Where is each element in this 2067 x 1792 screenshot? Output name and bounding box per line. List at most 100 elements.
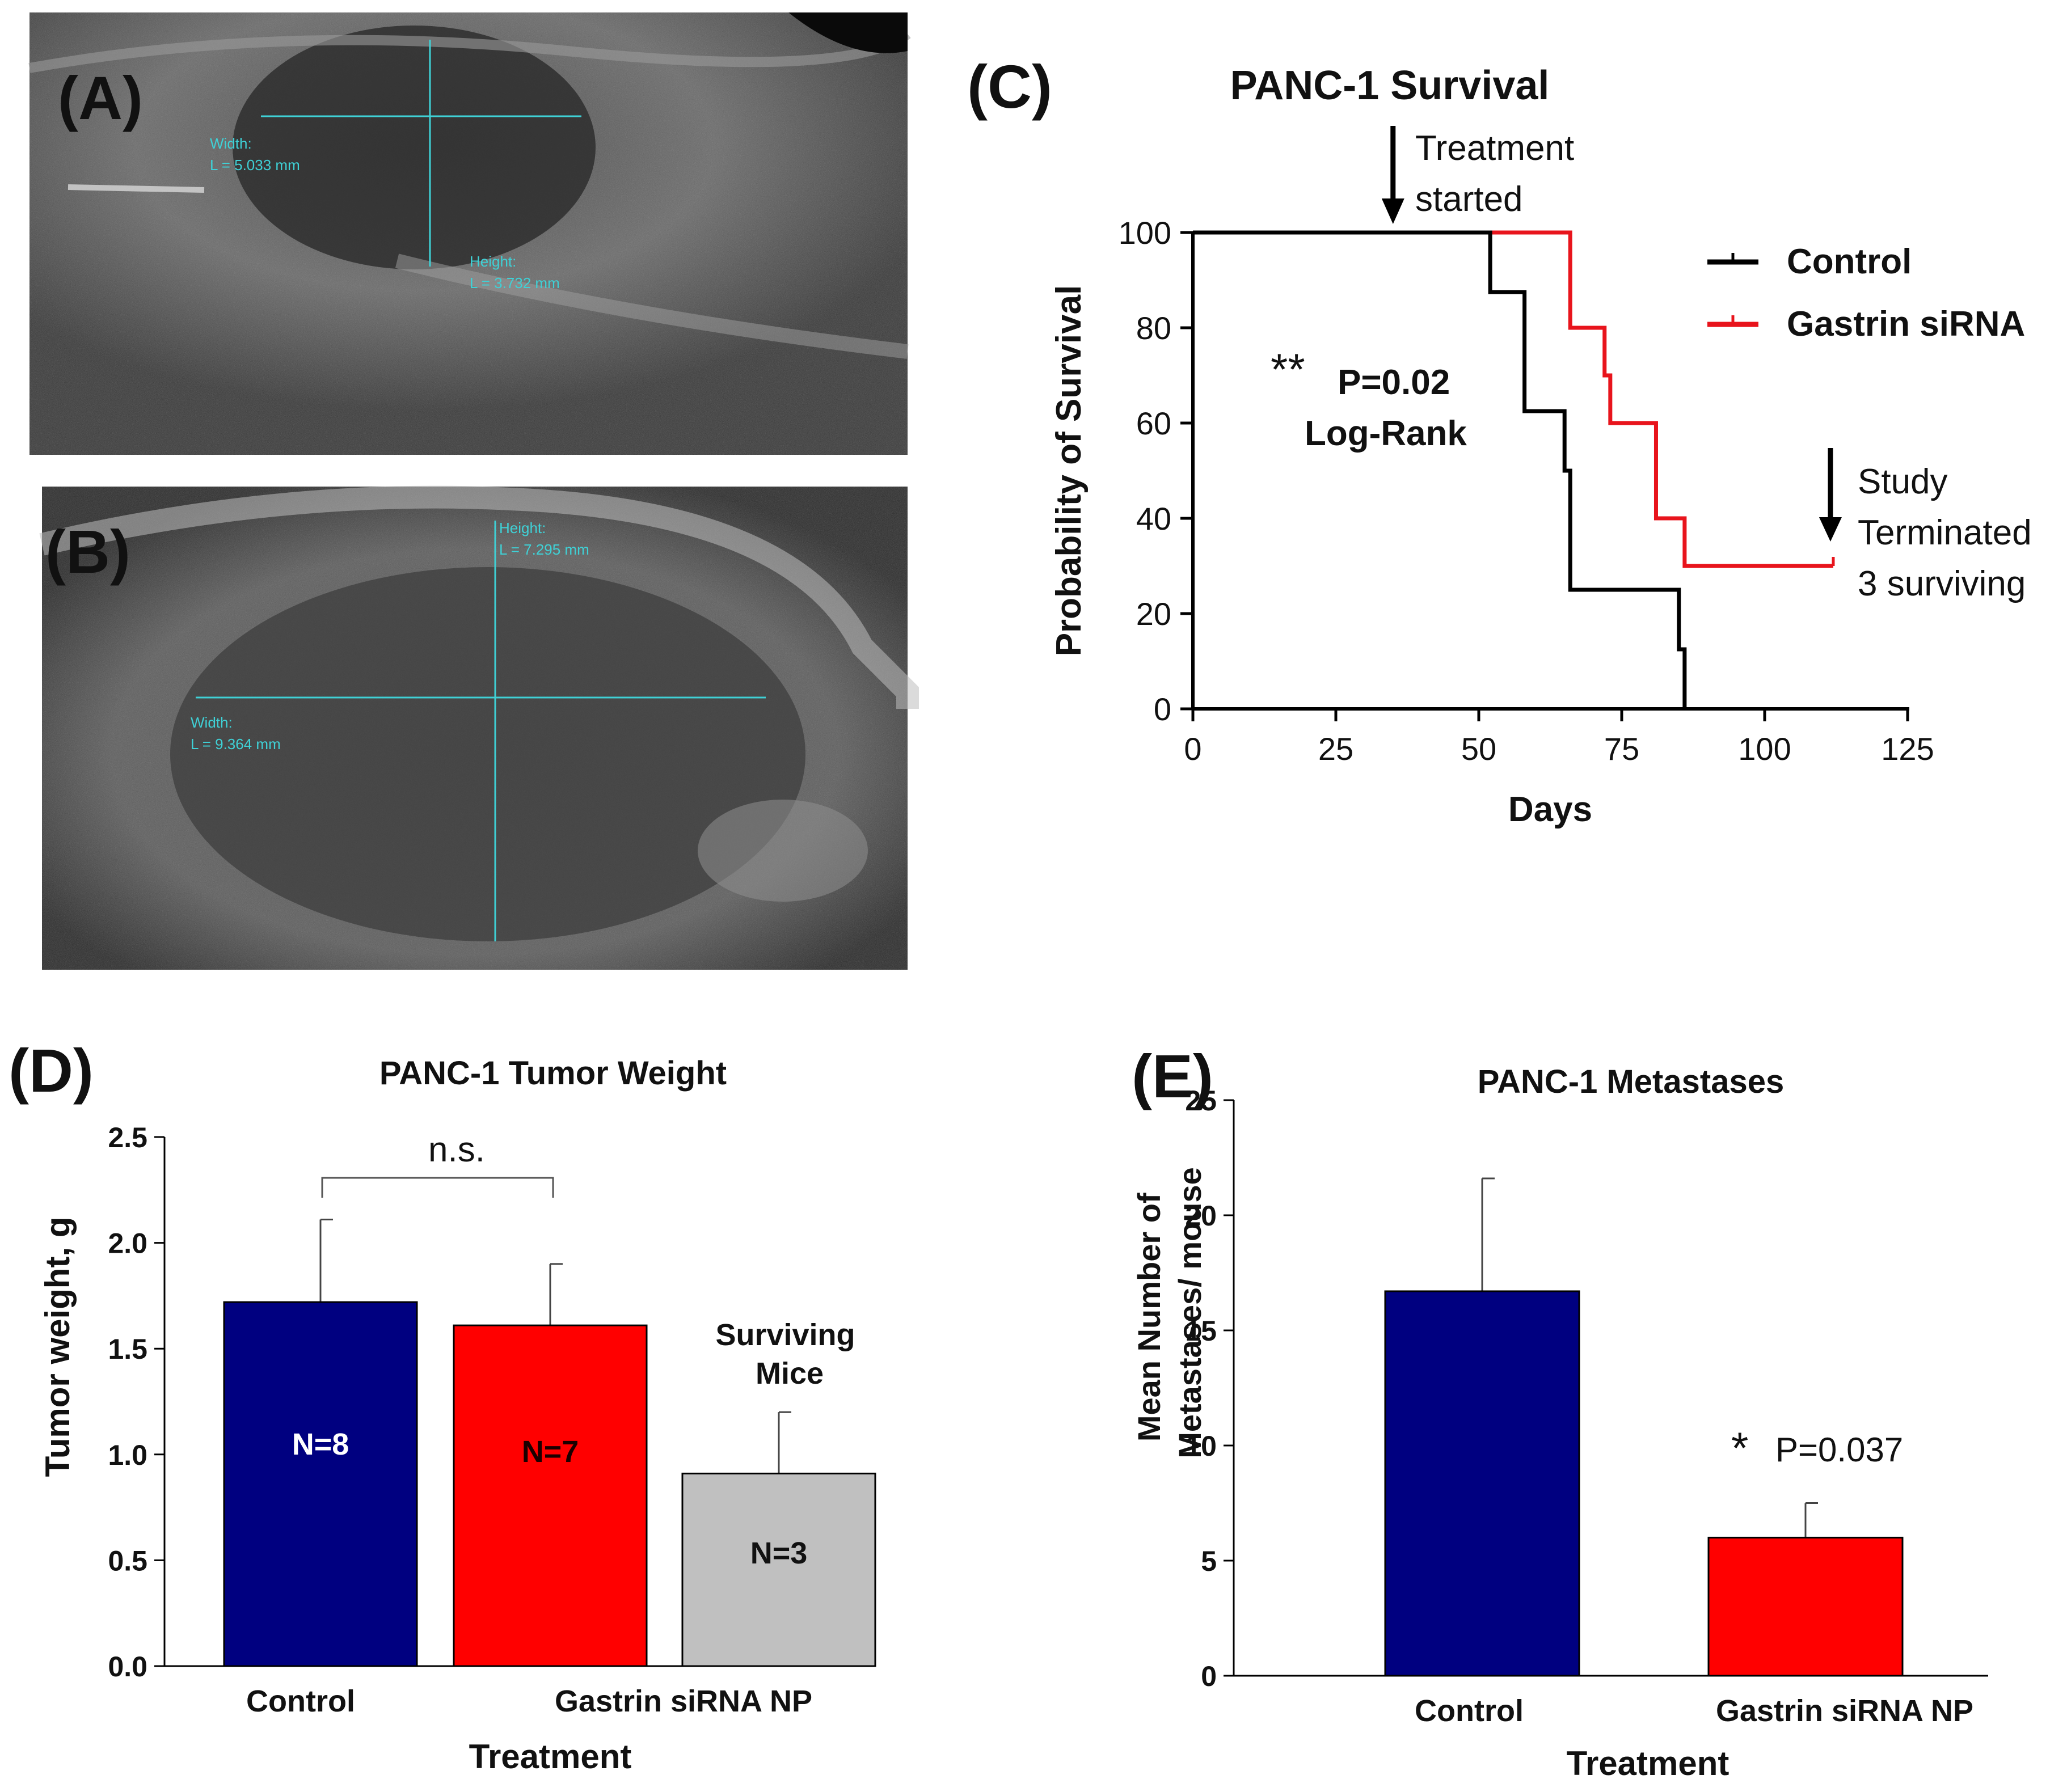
treatment-arrow-head <box>1381 198 1404 224</box>
logrank-text: Log-Rank <box>1305 414 1467 453</box>
panel-label-c: (C) <box>967 52 1052 121</box>
tumor-weight-bar <box>223 1301 418 1667</box>
survival-ytick-label: 80 <box>1136 310 1171 346</box>
tumor-weight-ylabel: Tumor weight, g <box>39 1217 77 1477</box>
measure-height-value-a: L = 3.732 mm <box>470 274 560 291</box>
survival-xtick-label: 100 <box>1738 731 1791 767</box>
surviving-mice-label: Surviving Mice <box>715 1318 863 1391</box>
survival-xtick-label: 75 <box>1604 731 1639 767</box>
survival-line-control <box>1193 230 1687 709</box>
metastases-bar <box>1384 1290 1580 1677</box>
treatment-arrow <box>1381 126 1404 224</box>
survival-ytick-label: 20 <box>1136 596 1171 632</box>
metastases-xlabel: Treatment <box>1567 1744 1729 1782</box>
metastases-title: PANC-1 Metastases <box>1478 1063 1784 1100</box>
treatment-line-2: started <box>1415 180 1523 219</box>
tumor-weight-bar-label: N=3 <box>750 1536 808 1570</box>
tumor-weight-title: PANC-1 Tumor Weight <box>379 1055 727 1092</box>
panel-label-e: (E) <box>1132 1042 1213 1110</box>
survival-ytick-label: 60 <box>1136 405 1171 441</box>
study-end-arrow-head <box>1819 517 1842 542</box>
metastases-category-label: Control <box>1415 1694 1524 1728</box>
capsule-band-b <box>39 485 919 709</box>
tumor-weight-ytick-label: 1.0 <box>108 1439 147 1471</box>
pvalue-text: P=0.02 <box>1338 363 1450 402</box>
survival-line-gastrin <box>1193 230 1833 568</box>
bright-spot-b <box>698 800 868 902</box>
ns-label: n.s. <box>428 1130 485 1169</box>
tumor-weight-ytick-label: 0.5 <box>108 1545 147 1577</box>
metastases-ytick-label: 15 <box>1185 1315 1217 1347</box>
measure-height-value-b: L = 7.295 mm <box>499 541 589 558</box>
metastases-ytick-label: 0 <box>1201 1660 1217 1692</box>
ultrasound-panel-b: Height: L = 7.295 mm Width: L = 9.364 mm… <box>39 485 919 970</box>
metastases-ytick-label: 25 <box>1185 1085 1217 1117</box>
measure-width-label-a: Width: <box>210 135 252 152</box>
survival-xtick-label: 25 <box>1318 731 1353 767</box>
metastases-ylabel-line-2: Metastases/ mouse <box>1172 1167 1208 1459</box>
tissue-band-a2 <box>395 253 909 359</box>
tissue-band-a <box>28 29 911 73</box>
bright-streak-a <box>68 184 205 193</box>
tumor-weight-ytick-label: 1.5 <box>108 1333 147 1365</box>
tumor-weight-category-label: Control <box>246 1684 355 1718</box>
tumor-weight-ytick-label: 2.5 <box>108 1122 147 1153</box>
survival-axes: 0 20 40 60 80 100 0 25 50 75 100 125 <box>1119 215 1934 767</box>
survival-xlabel: Days <box>1508 790 1592 829</box>
panel-label-b: (B) <box>45 517 130 586</box>
tumor-weight-chart: (D) PANC-1 Tumor Weight 0.0 0.5 1.0 1.5 2.0 2… <box>9 1036 876 1776</box>
survival-xtick-label: 50 <box>1461 731 1496 767</box>
metastases-pvalue: P=0.037 <box>1775 1431 1903 1469</box>
measure-width-value-b: L = 9.364 mm <box>191 736 281 753</box>
study-end-line-3: 3 surviving <box>1858 564 2026 603</box>
metastases-plot: 0 5 10 15 20 25 Control Gastrin siRNA NP <box>1185 1085 1988 1728</box>
metastases-ylabel-line-1: Mean Number of <box>1131 1193 1167 1442</box>
treatment-annotation: Treatment started <box>1415 129 1584 219</box>
treatment-line-1: Treatment <box>1415 129 1574 168</box>
ultrasound-panel-a: Width: L = 5.033 mm Height: L = 3.732 mm… <box>28 12 911 455</box>
tumor-weight-bar-label: N=8 <box>292 1427 349 1461</box>
survival-series <box>1193 230 1835 709</box>
study-end-annotation: Study Terminated 3 surviving <box>1858 462 2041 603</box>
survival-xtick-label: 125 <box>1881 731 1934 767</box>
legend-gastrin-label: Gastrin siRNA <box>1787 305 2025 344</box>
study-end-line-1: Study <box>1858 462 1948 501</box>
survival-xtick-label: 0 <box>1184 731 1201 767</box>
tumor-weight-bar <box>453 1324 648 1667</box>
legend-control-label: Control <box>1787 242 1912 281</box>
tumor-weight-bar-label: N=7 <box>522 1435 579 1469</box>
panel-label-d: (D) <box>9 1036 94 1105</box>
study-end-line-2: Terminated <box>1858 513 2032 552</box>
tumor-weight-ytick-label: 2.0 <box>108 1228 147 1260</box>
metastases-bar <box>1707 1536 1904 1677</box>
metastases-ytick-label: 10 <box>1185 1430 1217 1462</box>
survival-chart-title: PANC-1 Survival <box>1230 63 1550 108</box>
ns-bracket <box>321 1177 554 1198</box>
study-end-arrow <box>1819 448 1842 542</box>
survival-ytick-label: 0 <box>1154 691 1171 727</box>
measure-height-label-a: Height: <box>470 253 516 270</box>
metastases-ytick-label: 20 <box>1185 1200 1217 1232</box>
metastases-chart: (E) PANC-1 Metastases 0 5 10 15 20 25 Control G… <box>1131 1042 1988 1782</box>
significance-star: * <box>1731 1423 1748 1473</box>
tumor-weight-xlabel: Treatment <box>469 1738 632 1776</box>
survival-chart: (C) PANC-1 Survival 0 20 40 60 80 100 0 25 50 75 1… <box>967 52 2041 829</box>
tumor-weight-category-label: Gastrin siRNA NP <box>555 1684 812 1718</box>
tumor-weight-plot: 0.0 0.5 1.0 1.5 2.0 2.5 Control Gastrin siRNA N… <box>108 1122 876 1718</box>
tumor-weight-bar <box>681 1472 876 1667</box>
survival-ylabel: Probability of Survival <box>1049 285 1089 657</box>
tumor-region-a <box>233 26 596 269</box>
corner-shadow-a <box>788 12 908 53</box>
metastases-category-label: Gastrin siRNA NP <box>1716 1694 1973 1728</box>
survival-ytick-label: 100 <box>1119 215 1171 251</box>
metastases-ylabel: Mean Number of Metastases/ mouse <box>1131 1167 1208 1459</box>
measure-height-label-b: Height: <box>499 519 546 536</box>
surviving-line-2: Mice <box>756 1356 824 1391</box>
tumor-weight-ytick-label: 0.0 <box>108 1651 147 1683</box>
measure-width-label-b: Width: <box>191 714 233 731</box>
tumor-region-b <box>170 567 805 941</box>
measure-width-value-a: L = 5.033 mm <box>210 157 300 174</box>
pvalue-stars: ** <box>1271 344 1305 394</box>
survival-ytick-label: 40 <box>1136 501 1171 536</box>
